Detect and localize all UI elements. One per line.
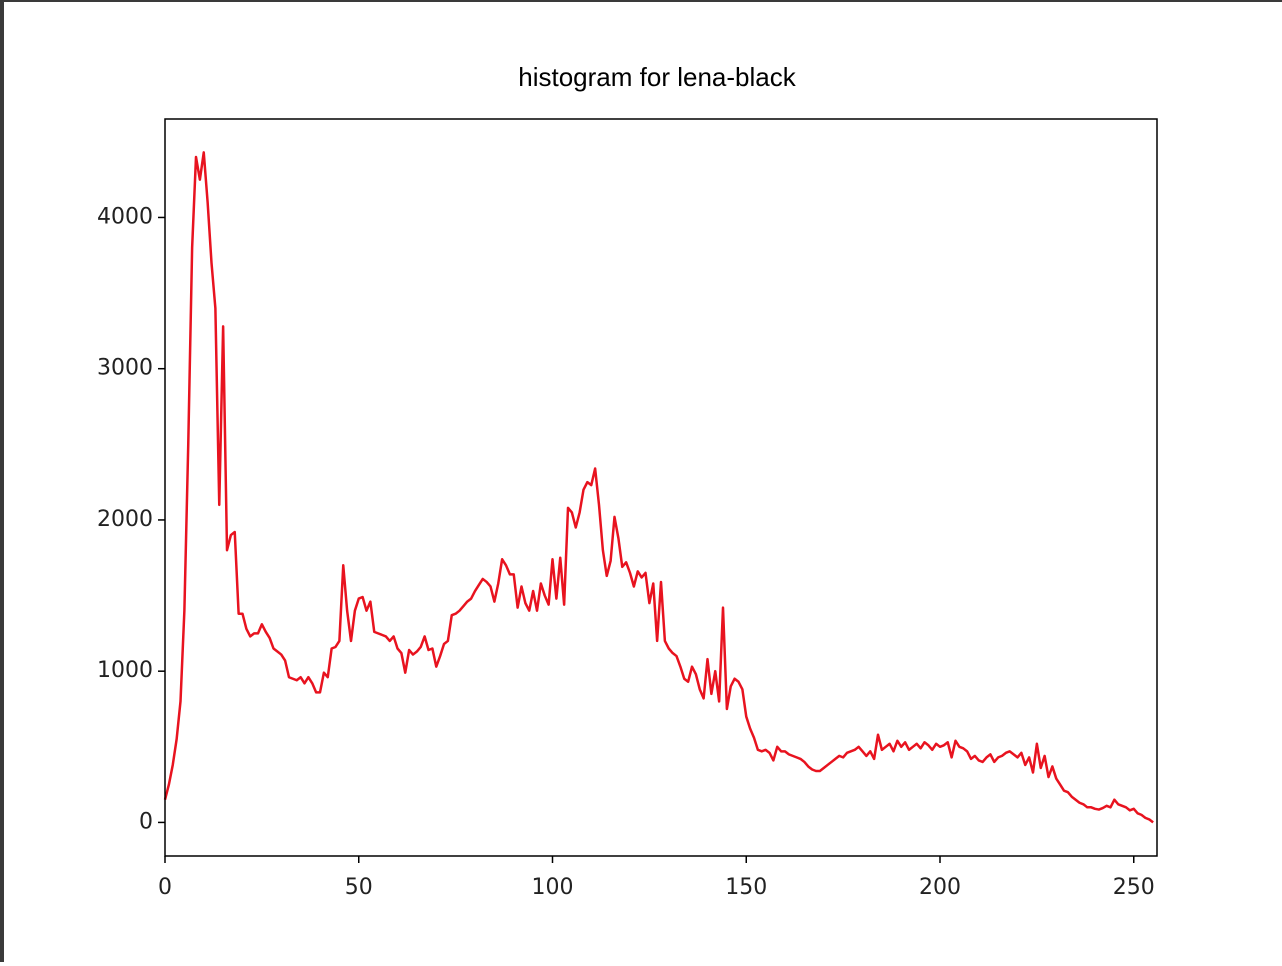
x-tick-label: 200 (919, 875, 961, 900)
y-tick-label: 3000 (97, 356, 153, 381)
x-tick-label: 150 (725, 875, 767, 900)
y-tick-label: 0 (139, 809, 153, 834)
window-edge (0, 0, 1282, 2)
chart-title: histogram for lena-black (518, 62, 796, 92)
x-tick-label: 250 (1113, 875, 1155, 900)
x-tick-label: 0 (158, 875, 172, 900)
plot-frame (164, 118, 1158, 857)
y-tick-label: 1000 (97, 658, 153, 683)
y-tick-label: 4000 (97, 204, 153, 229)
x-tick-label: 50 (345, 875, 373, 900)
line (163, 151, 1154, 824)
y-tick-label: 2000 (97, 507, 153, 532)
x-tick-label: 100 (532, 875, 574, 900)
window-edge (0, 0, 4, 962)
